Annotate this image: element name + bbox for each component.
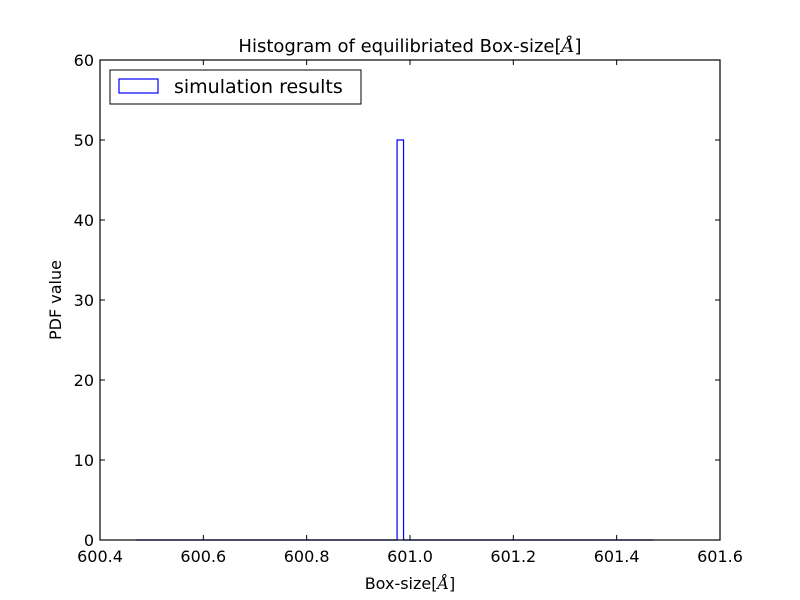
x-axis-label-suffix: ] [449,574,455,593]
y-tick-label: 20 [74,371,94,390]
histogram-step-line [136,139,653,541]
y-tick-label: 50 [74,131,94,150]
axes-frame [99,59,721,541]
x-tick-label: 600.8 [284,547,330,566]
x-tick-label: 601.6 [697,547,743,566]
legend-swatch [118,78,159,94]
legend: simulation results [109,69,362,105]
chart-title-suffix: ] [575,36,582,57]
y-axis-label: PDF value [46,260,65,340]
y-tick-label: 30 [74,291,94,310]
legend-box [109,69,362,105]
x-axis-label-prefix: Box-size[ [365,574,438,593]
x-tick-label: 601.0 [387,547,433,566]
y-tick-label: 0 [84,531,94,550]
y-tick-labels: 0 10 20 30 40 50 60 [74,51,94,550]
x-tick-label: 601.2 [490,547,536,566]
chart-title-prefix: Histogram of equilibriated Box-size[ [238,36,561,57]
y-tick-label: 60 [74,51,94,70]
axis-ticks [99,59,721,541]
chart-title-unit: Å [560,35,575,57]
x-tick-label: 601.4 [594,547,640,566]
chart-title: Histogram of equilibriated Box-size[Å] [238,35,581,57]
y-tick-label: 10 [74,451,94,470]
x-axis-label: Box-size[Å] [365,573,456,593]
y-tick-label: 40 [74,211,94,230]
x-tick-label: 600.4 [77,547,123,566]
x-tick-labels: 600.4 600.6 600.8 601.0 601.2 601.4 601.6 [77,547,743,566]
x-axis-label-unit: Å [435,573,449,593]
x-tick-label: 600.6 [180,547,226,566]
legend-entry-label: simulation results [174,76,343,98]
